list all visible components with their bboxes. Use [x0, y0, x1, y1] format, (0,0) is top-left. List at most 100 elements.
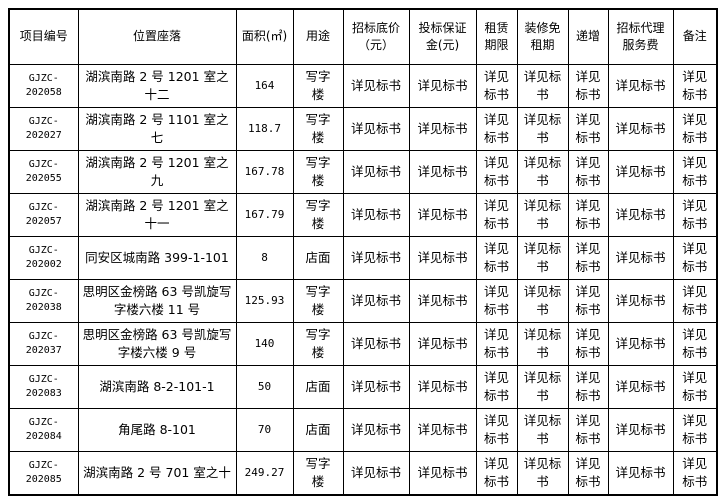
- cell-remarks: 详见 标书: [672, 451, 718, 496]
- cell-agency_fee: 详见标书: [607, 365, 674, 409]
- cell-bid_deposit: 详见标书: [408, 193, 477, 237]
- cell-project_id: GJZC-202083: [8, 365, 79, 409]
- cell-rent_free: 详见标 书: [516, 150, 569, 194]
- cell-floor_price: 详见标书: [342, 279, 410, 323]
- cell-agency_fee: 详见标书: [607, 107, 674, 151]
- cell-location: 湖滨南路 2 号 1101 室之七: [77, 107, 237, 151]
- cell-use: 店面: [292, 408, 344, 452]
- cell-location: 湖滨南路 2 号 1201 室之十二: [77, 64, 237, 108]
- cell-bid_deposit: 详见标书: [408, 365, 477, 409]
- cell-project_id: GJZC-202058: [8, 64, 79, 108]
- column-header-lease_term: 租赁 期限: [475, 8, 518, 65]
- column-header-location: 位置座落: [77, 8, 237, 65]
- cell-agency_fee: 详见标书: [607, 193, 674, 237]
- cell-rent_free: 详见标 书: [516, 64, 569, 108]
- header-row: 项目编号 位置座落 面积(㎡) 用途 招标底价 （元） 投标保证 金(元) 租赁 期限 装修免…: [8, 8, 718, 65]
- cell-lease_term: 详见 标书: [475, 322, 518, 366]
- cell-location: 湖滨南路 8-2-101-1: [77, 365, 237, 409]
- cell-area: 50: [235, 365, 294, 409]
- cell-bid_deposit: 详见标书: [408, 107, 477, 151]
- cell-remarks: 详见 标书: [672, 150, 718, 194]
- cell-floor_price: 详见标书: [342, 408, 410, 452]
- cell-lease_term: 详见 标书: [475, 107, 518, 151]
- cell-remarks: 详见 标书: [672, 107, 718, 151]
- cell-lease_term: 详见 标书: [475, 408, 518, 452]
- cell-agency_fee: 详见标书: [607, 408, 674, 452]
- table-row: GJZC-202027 湖滨南路 2 号 1101 室之七 118.7 写字 楼详见标…: [8, 107, 718, 151]
- cell-project_id: GJZC-202055: [8, 150, 79, 194]
- cell-area: 164: [235, 64, 294, 108]
- table-body: GJZC-202058 湖滨南路 2 号 1201 室之十二 164 写字 楼详见标书…: [8, 64, 718, 496]
- cell-floor_price: 详见标书: [342, 64, 410, 108]
- column-header-project_id: 项目编号: [8, 8, 79, 65]
- cell-project_id: GJZC-202027: [8, 107, 79, 151]
- cell-location: 角尾路 8-101: [77, 408, 237, 452]
- cell-remarks: 详见 标书: [672, 408, 718, 452]
- cell-remarks: 详见 标书: [672, 322, 718, 366]
- cell-area: 249.27: [235, 451, 294, 496]
- cell-lease_term: 详见 标书: [475, 193, 518, 237]
- cell-use: 写字 楼: [292, 451, 344, 496]
- cell-bid_deposit: 详见标书: [408, 322, 477, 366]
- cell-increment: 详见 标书: [567, 365, 609, 409]
- cell-rent_free: 详见标 书: [516, 322, 569, 366]
- cell-location: 思明区金榜路 63 号凯旋写 字楼六楼 11 号: [77, 279, 237, 323]
- cell-bid_deposit: 详见标书: [408, 408, 477, 452]
- cell-lease_term: 详见 标书: [475, 236, 518, 280]
- cell-increment: 详见 标书: [567, 193, 609, 237]
- cell-rent_free: 详见标 书: [516, 408, 569, 452]
- cell-lease_term: 详见 标书: [475, 150, 518, 194]
- cell-project_id: GJZC-202002: [8, 236, 79, 280]
- cell-use: 写字 楼: [292, 64, 344, 108]
- cell-increment: 详见 标书: [567, 451, 609, 496]
- column-header-use: 用途: [292, 8, 344, 65]
- cell-project_id: GJZC-202037: [8, 322, 79, 366]
- cell-floor_price: 详见标书: [342, 150, 410, 194]
- cell-location: 湖滨南路 2 号 1201 室之九: [77, 150, 237, 194]
- cell-project_id: GJZC-202038: [8, 279, 79, 323]
- column-header-rent_free: 装修免 租期: [516, 8, 569, 65]
- cell-floor_price: 详见标书: [342, 365, 410, 409]
- cell-floor_price: 详见标书: [342, 451, 410, 496]
- cell-rent_free: 详见标 书: [516, 193, 569, 237]
- cell-agency_fee: 详见标书: [607, 150, 674, 194]
- table-row: GJZC-202084 角尾路 8-101 70 店面 详见标书 详见标书 详见 标书 详见标…: [8, 408, 718, 452]
- cell-floor_price: 详见标书: [342, 322, 410, 366]
- table-row: GJZC-202057 湖滨南路 2 号 1201 室之十一 167.79 写字 楼详…: [8, 193, 718, 237]
- table-row: GJZC-202085 湖滨南路 2 号 701 室之十 249.27 写字 楼详见标…: [8, 451, 718, 496]
- cell-lease_term: 详见 标书: [475, 451, 518, 496]
- column-header-remarks: 备注: [672, 8, 718, 65]
- cell-agency_fee: 详见标书: [607, 322, 674, 366]
- cell-location: 思明区金榜路 63 号凯旋写 字楼六楼 9 号: [77, 322, 237, 366]
- cell-location: 同安区城南路 399-1-101: [77, 236, 237, 280]
- cell-increment: 详见 标书: [567, 236, 609, 280]
- cell-use: 店面: [292, 236, 344, 280]
- column-header-floor_price: 招标底价 （元）: [342, 8, 410, 65]
- cell-project_id: GJZC-202057: [8, 193, 79, 237]
- cell-rent_free: 详见标 书: [516, 236, 569, 280]
- cell-agency_fee: 详见标书: [607, 236, 674, 280]
- cell-increment: 详见 标书: [567, 107, 609, 151]
- cell-floor_price: 详见标书: [342, 107, 410, 151]
- cell-area: 118.7: [235, 107, 294, 151]
- cell-use: 写字 楼: [292, 193, 344, 237]
- cell-use: 写字 楼: [292, 279, 344, 323]
- cell-bid_deposit: 详见标书: [408, 451, 477, 496]
- cell-agency_fee: 详见标书: [607, 279, 674, 323]
- cell-use: 写字 楼: [292, 322, 344, 366]
- cell-rent_free: 详见标 书: [516, 451, 569, 496]
- cell-increment: 详见 标书: [567, 150, 609, 194]
- cell-use: 写字 楼: [292, 107, 344, 151]
- cell-bid_deposit: 详见标书: [408, 64, 477, 108]
- column-header-agency_fee: 招标代理 服务费: [607, 8, 674, 65]
- cell-remarks: 详见 标书: [672, 193, 718, 237]
- cell-use: 店面: [292, 365, 344, 409]
- tender-listing-table: 项目编号 位置座落 面积(㎡) 用途 招标底价 （元） 投标保证 金(元) 租赁 期限 装修免…: [8, 8, 718, 496]
- cell-location: 湖滨南路 2 号 701 室之十: [77, 451, 237, 496]
- cell-lease_term: 详见 标书: [475, 64, 518, 108]
- cell-floor_price: 详见标书: [342, 236, 410, 280]
- column-header-increment: 递增: [567, 8, 609, 65]
- cell-use: 写字 楼: [292, 150, 344, 194]
- cell-remarks: 详见 标书: [672, 236, 718, 280]
